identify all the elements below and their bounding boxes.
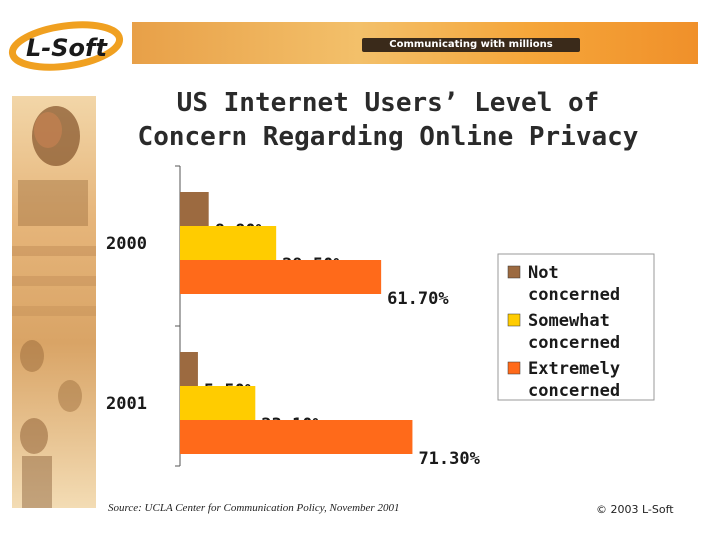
header-banner: Communicating with millions bbox=[132, 22, 698, 64]
l-soft-logo: L-Soft bbox=[8, 21, 124, 71]
tagline-text: Communicating with millions bbox=[389, 39, 553, 50]
legend-label-1-line-2: concerned bbox=[528, 285, 620, 305]
bar-2000-2 bbox=[180, 226, 277, 260]
page-title: US Internet Users’ Level of Concern Rega… bbox=[96, 86, 680, 154]
concern-bar-chart: 20008.80%29.50%61.70%20015.50%23.10%71.3… bbox=[106, 165, 655, 469]
category-label-2001: 2001 bbox=[106, 394, 147, 414]
tagline-bar: Communicating with millions bbox=[362, 38, 580, 52]
legend-label-2-line-2: concerned bbox=[528, 333, 620, 353]
legend-label-3-line-1: Extremely bbox=[528, 359, 620, 379]
data-label-2001-3: 71.30% bbox=[418, 449, 480, 469]
copyright-notice: © 2003 L-Soft bbox=[596, 503, 674, 516]
title-line-2: Concern Regarding Online Privacy bbox=[137, 122, 639, 152]
legend-label-3-line-2: concerned bbox=[528, 381, 620, 401]
bar-2001-2 bbox=[180, 386, 256, 420]
legend-swatch-1 bbox=[507, 265, 521, 279]
category-label-2000: 2000 bbox=[106, 234, 147, 254]
bar-2001-3 bbox=[180, 420, 413, 454]
legend-box bbox=[497, 253, 655, 401]
legend-label-1-line-1: Not bbox=[528, 263, 559, 283]
decorative-photo-strip bbox=[12, 96, 96, 508]
legend-swatch-2 bbox=[507, 313, 521, 327]
source-note: Source: UCLA Center for Communication Po… bbox=[108, 502, 400, 514]
logo-text: L-Soft bbox=[26, 34, 108, 62]
data-label-2000-3: 61.70% bbox=[387, 289, 449, 309]
bar-2001-1 bbox=[180, 352, 198, 386]
legend-label-2-line-1: Somewhat bbox=[528, 311, 610, 331]
legend-swatch-3 bbox=[507, 361, 521, 375]
bar-2000-3 bbox=[180, 260, 382, 294]
title-line-1: US Internet Users’ Level of bbox=[176, 88, 600, 118]
bar-2000-1 bbox=[180, 192, 209, 226]
